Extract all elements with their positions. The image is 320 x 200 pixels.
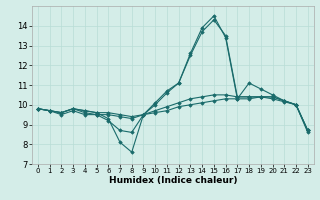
X-axis label: Humidex (Indice chaleur): Humidex (Indice chaleur) [108, 176, 237, 185]
